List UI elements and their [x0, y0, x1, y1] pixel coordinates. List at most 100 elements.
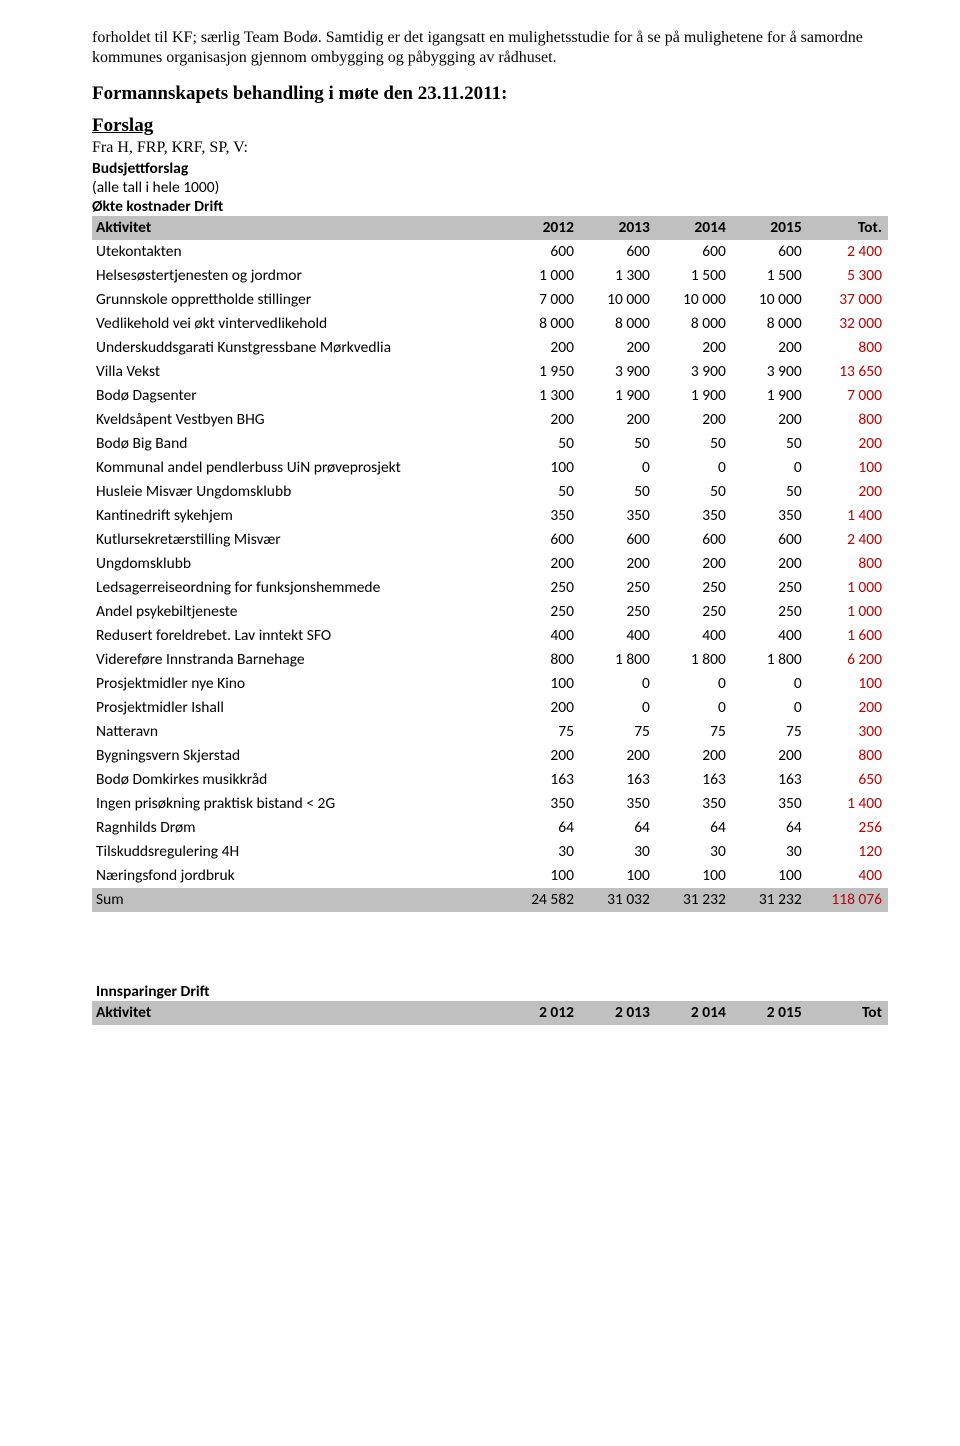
table1-title: Økte kostnader Drift — [92, 197, 888, 216]
value-cell: 10 000 — [656, 288, 732, 312]
value-cell: 250 — [656, 600, 732, 624]
total-cell: 2 400 — [808, 528, 888, 552]
value-cell: 50 — [580, 432, 656, 456]
sum-total-cell: 118 076 — [808, 888, 888, 912]
value-cell: 800 — [504, 648, 580, 672]
total-cell: 1 400 — [808, 504, 888, 528]
total-cell: 100 — [808, 456, 888, 480]
table-row: Helsesøstertjenesten og jordmor1 0001 30… — [92, 264, 888, 288]
value-cell: 100 — [656, 864, 732, 888]
table-row: Kutlursekretærstilling Misvær60060060060… — [92, 528, 888, 552]
total-cell: 650 — [808, 768, 888, 792]
value-cell: 100 — [580, 864, 656, 888]
table-header-cell: 2 015 — [732, 1001, 808, 1025]
intro-paragraph: forholdet til KF; særlig Team Bodø. Samt… — [92, 28, 888, 69]
value-cell: 3 900 — [732, 360, 808, 384]
value-cell: 1 800 — [580, 648, 656, 672]
value-cell: 600 — [504, 528, 580, 552]
table-header-cell: 2 013 — [580, 1001, 656, 1025]
value-cell: 200 — [504, 552, 580, 576]
total-cell: 800 — [808, 336, 888, 360]
value-cell: 163 — [504, 768, 580, 792]
value-cell: 200 — [580, 744, 656, 768]
value-cell: 50 — [732, 480, 808, 504]
value-cell: 200 — [504, 408, 580, 432]
value-cell: 100 — [504, 864, 580, 888]
total-cell: 100 — [808, 672, 888, 696]
table-row: Næringsfond jordbruk100100100100400 — [92, 864, 888, 888]
value-cell: 350 — [504, 792, 580, 816]
costs-table: Aktivitet2012201320142015Tot.Utekontakte… — [92, 216, 888, 912]
savings-table: Aktivitet2 0122 0132 0142 015Tot — [92, 1001, 888, 1025]
budget-label: Budsjettforslag — [92, 159, 888, 178]
value-cell: 0 — [656, 696, 732, 720]
value-cell: 250 — [732, 600, 808, 624]
total-cell: 800 — [808, 408, 888, 432]
total-cell: 13 650 — [808, 360, 888, 384]
table-row: Kommunal andel pendlerbuss UiN prøvepros… — [92, 456, 888, 480]
value-cell: 200 — [732, 552, 808, 576]
value-cell: 75 — [732, 720, 808, 744]
value-cell: 50 — [656, 480, 732, 504]
total-cell: 1 400 — [808, 792, 888, 816]
value-cell: 0 — [732, 696, 808, 720]
table-header-row: Aktivitet2 0122 0132 0142 015Tot — [92, 1001, 888, 1025]
value-cell: 50 — [504, 432, 580, 456]
value-cell: 200 — [732, 408, 808, 432]
table-header-cell: 2014 — [656, 216, 732, 240]
table-header-cell: Aktivitet — [92, 1001, 504, 1025]
value-cell: 8 000 — [656, 312, 732, 336]
value-cell: 50 — [580, 480, 656, 504]
table-row: Husleie Misvær Ungdomsklubb50505050200 — [92, 480, 888, 504]
table-row: Kveldsåpent Vestbyen BHG200200200200800 — [92, 408, 888, 432]
value-cell: 200 — [580, 552, 656, 576]
value-cell: 100 — [504, 456, 580, 480]
value-cell: 350 — [580, 792, 656, 816]
table-row: Bodø Big Band50505050200 — [92, 432, 888, 456]
activity-cell: Grunnskole opprettholde stillinger — [92, 288, 504, 312]
value-cell: 400 — [580, 624, 656, 648]
value-cell: 8 000 — [580, 312, 656, 336]
activity-cell: Kommunal andel pendlerbuss UiN prøvepros… — [92, 456, 504, 480]
total-cell: 300 — [808, 720, 888, 744]
activity-cell: Prosjektmidler Ishall — [92, 696, 504, 720]
value-cell: 350 — [580, 504, 656, 528]
activity-cell: Bodø Big Band — [92, 432, 504, 456]
table-header-cell: 2 012 — [504, 1001, 580, 1025]
value-cell: 0 — [656, 456, 732, 480]
value-cell: 200 — [656, 408, 732, 432]
value-cell: 200 — [732, 336, 808, 360]
sum-value-cell: 24 582 — [504, 888, 580, 912]
activity-cell: Ungdomsklubb — [92, 552, 504, 576]
activity-cell: Vedlikehold vei økt vintervedlikehold — [92, 312, 504, 336]
total-cell: 5 300 — [808, 264, 888, 288]
table-row: Ingen prisøkning praktisk bistand < 2G35… — [92, 792, 888, 816]
value-cell: 250 — [580, 576, 656, 600]
value-cell: 350 — [656, 792, 732, 816]
value-cell: 100 — [732, 864, 808, 888]
value-cell: 200 — [656, 336, 732, 360]
table-row: Bodø Domkirkes musikkråd163163163163650 — [92, 768, 888, 792]
total-cell: 800 — [808, 744, 888, 768]
value-cell: 1 900 — [580, 384, 656, 408]
activity-cell: Kveldsåpent Vestbyen BHG — [92, 408, 504, 432]
activity-cell: Ledsagerreiseordning for funksjonshemmed… — [92, 576, 504, 600]
total-cell: 200 — [808, 432, 888, 456]
sum-value-cell: 31 232 — [656, 888, 732, 912]
activity-cell: Redusert foreldrebet. Lav inntekt SFO — [92, 624, 504, 648]
table-row: Ledsagerreiseordning for funksjonshemmed… — [92, 576, 888, 600]
value-cell: 0 — [580, 696, 656, 720]
total-cell: 256 — [808, 816, 888, 840]
value-cell: 200 — [504, 336, 580, 360]
total-cell: 120 — [808, 840, 888, 864]
value-cell: 1 300 — [580, 264, 656, 288]
value-cell: 200 — [656, 552, 732, 576]
value-cell: 64 — [580, 816, 656, 840]
value-cell: 1 800 — [656, 648, 732, 672]
subheading-forslag: Forslag — [92, 115, 888, 137]
table-row: Ungdomsklubb200200200200800 — [92, 552, 888, 576]
value-cell: 400 — [504, 624, 580, 648]
table-row: Bodø Dagsenter1 3001 9001 9001 9007 000 — [92, 384, 888, 408]
value-cell: 600 — [580, 528, 656, 552]
sum-value-cell: 31 032 — [580, 888, 656, 912]
